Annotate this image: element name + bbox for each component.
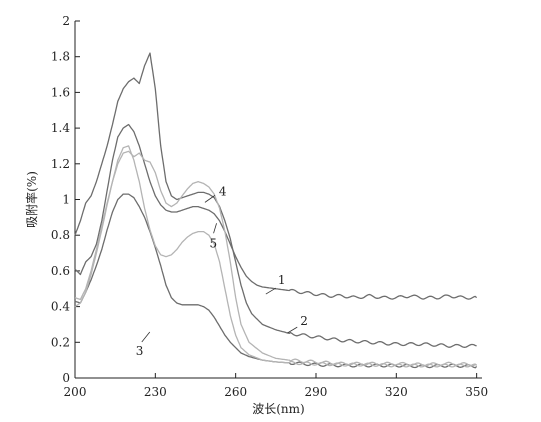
x-tick-label: 200 (64, 385, 87, 399)
y-tick-label: 0.8 (51, 228, 70, 242)
x-axis-ticks: 200 230 260 290 320 350 (64, 373, 488, 399)
series-line-4 (74, 150, 477, 367)
y-tick-label: 1.2 (51, 157, 70, 171)
x-tick-label: 230 (144, 385, 167, 399)
series-label-3: 3 (136, 344, 144, 358)
y-tick-label: 1.6 (51, 85, 70, 99)
series-label-5: 5 (210, 236, 218, 250)
x-tick-label: 290 (305, 385, 328, 399)
y-axis-title: 吸附率(%) (24, 171, 39, 228)
series-label-2: 2 (300, 314, 308, 328)
y-tick-label: 1.8 (51, 50, 70, 64)
y-tick-label: 0.6 (51, 264, 70, 278)
label-leader-3 (141, 331, 151, 343)
y-tick-label: 0 (62, 371, 70, 385)
series-line-3 (74, 193, 478, 369)
series-labels: 1 2 3 4 5 (136, 184, 308, 358)
label-leader-1 (265, 287, 277, 295)
series-label-4: 4 (219, 184, 227, 198)
label-leader-4 (204, 195, 216, 203)
label-leader-5 (213, 223, 217, 234)
axes (74, 21, 482, 379)
x-axis-title: 波长(nm) (252, 402, 304, 416)
y-axis-ticks: 0 0.2 0.4 0.6 0.8 1 1.2 1.4 1.6 1.8 2 (51, 14, 80, 385)
series-label-1: 1 (278, 273, 286, 287)
label-leader-2 (287, 326, 298, 334)
series-line-5 (74, 145, 478, 368)
x-tick-label: 350 (465, 385, 488, 399)
y-tick-label: 0.2 (51, 335, 70, 349)
y-tick-label: 0.4 (51, 300, 70, 314)
x-tick-label: 260 (224, 385, 247, 399)
series-lines (74, 52, 478, 369)
x-tick-label: 320 (385, 385, 408, 399)
y-tick-label: 1.4 (51, 121, 70, 135)
y-tick-label: 2 (62, 14, 70, 28)
series-line-1 (74, 123, 478, 300)
y-tick-label: 1 (62, 193, 70, 207)
series-line-2 (74, 52, 477, 348)
